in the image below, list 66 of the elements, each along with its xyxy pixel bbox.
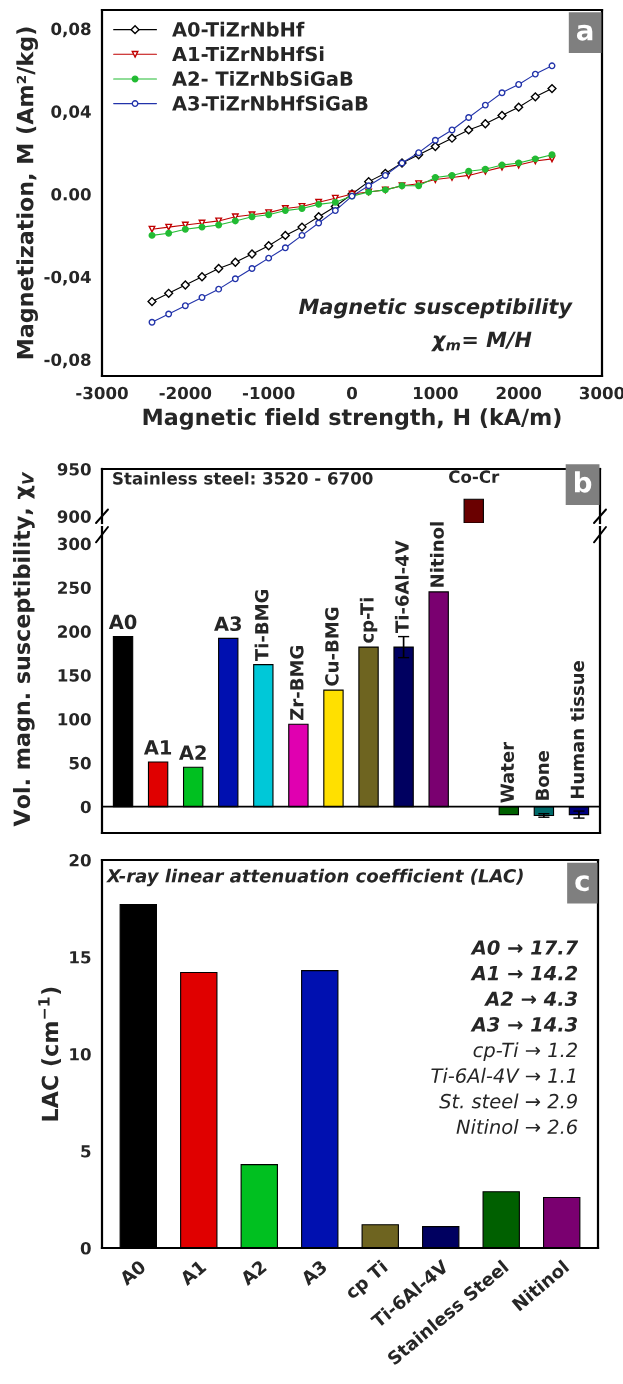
x-tick-label: 1000 [414, 386, 458, 400]
y-axis-title: LAC (cm$^{−1}$) [38, 987, 61, 1121]
legend-label: A2- TiZrNbSiGaB [172, 70, 353, 87]
y-tick-label: 300 [57, 537, 91, 551]
category-label: Water [500, 742, 515, 803]
category-label: Cu-BMG [325, 607, 339, 686]
y-tick-label: 10 [70, 1047, 91, 1061]
x-tick-label: A1 [178, 1259, 207, 1286]
y-tick-label: 150 [58, 669, 91, 682]
category-label: A2 [178, 745, 206, 760]
y-tick-label: 0 [80, 800, 91, 814]
category-label: cp-Ti [359, 598, 378, 643]
category-label: Zr-BMG [289, 646, 304, 720]
y-tick-label: 900 [57, 510, 91, 523]
legend-label: A0-TiZrNbHf [172, 21, 305, 37]
category-label: Ti-6Al-4V [394, 540, 409, 633]
annotation: Stainless steel: 3520 - 6700 [113, 471, 373, 485]
annotation: X-ray linear attenuation coefficient (LAC) [106, 868, 523, 887]
x-tick-label: -2000 [159, 386, 212, 400]
y-tick-label: 0 [80, 1241, 91, 1255]
x-tick-label: -1000 [242, 386, 295, 400]
y-tick-label: 50 [69, 756, 91, 770]
x-tick-label: 2000 [496, 386, 542, 400]
annotation: Nitinol → 2.6 [456, 1119, 578, 1135]
category-label: Nitinol [429, 522, 444, 587]
x-tick-label: A3 [299, 1259, 328, 1287]
annotation: A0 → 17.7 [470, 940, 579, 955]
legend-label: A3-TiZrNbHfSiGaB [172, 95, 368, 111]
annotation: A1 → 14.2 [470, 965, 578, 981]
x-tick-label: Co-Cr [449, 470, 500, 483]
annotation: St. steel → 2.9 [439, 1093, 577, 1109]
x-tick-label: 0 [347, 386, 357, 400]
y-tick-label: -0,08 [44, 353, 91, 369]
annotation: Magnetic susceptibility [299, 298, 573, 319]
y-tick-label: -0,04 [44, 270, 91, 286]
annotation: a [576, 24, 593, 41]
y-tick-label: 200 [58, 625, 91, 638]
y-tick-label: 950 [57, 462, 91, 476]
y-tick-label: 5 [81, 1145, 91, 1158]
annotation: cp-Ti → 1.2 [473, 1042, 577, 1062]
y-tick-label: 250 [58, 581, 91, 595]
y-axis-title: Magnetization, M (Am²/kg) [16, 27, 38, 359]
y-axis-title: Vol. magn. susceptibility, χ$_{V}$ [12, 471, 35, 827]
y-tick-label: 0,08 [51, 22, 91, 38]
y-tick-label: 0,04 [51, 105, 91, 121]
annotation: χ$_{m}$= M/H [431, 331, 532, 352]
y-tick-label: 20 [69, 853, 91, 867]
annotation: b [574, 471, 592, 493]
category-label: Ti-BMG [254, 589, 269, 662]
annotation: A2 → 4.3 [484, 991, 578, 1007]
annotation: c [575, 875, 589, 892]
x-tick-label: A2 [239, 1259, 267, 1286]
category-label: A1 [143, 740, 172, 755]
x-tick-label: A0 [118, 1259, 147, 1287]
category-label: Bone [535, 751, 550, 800]
y-tick-label: 0.00 [51, 188, 91, 201]
category-label: A3 [214, 616, 241, 632]
y-tick-label: 15 [70, 951, 91, 964]
x-axis-title: Magnetic field strength, H (kA/m) [143, 408, 561, 430]
annotation: Ti-6Al-4V → 1.1 [431, 1067, 576, 1083]
legend-label: A1-TiZrNbHfSi [172, 46, 324, 62]
annotation: A3 → 14.3 [470, 1017, 578, 1032]
y-tick-label: 100 [58, 712, 91, 726]
x-tick-label: -3000 [76, 386, 128, 400]
category-label: A0 [108, 614, 137, 630]
category-label: Human tissue [570, 661, 585, 799]
